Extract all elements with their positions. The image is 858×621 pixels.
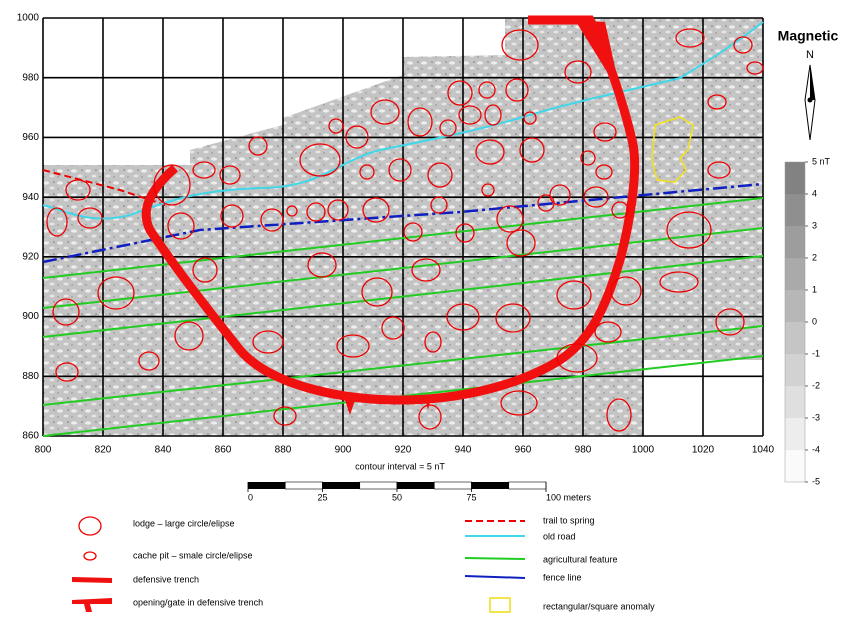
legend-label: fence line [543,572,582,582]
scale-label: 75 [466,492,476,502]
y-tick-label: 860 [22,431,39,442]
x-tick-label: 840 [155,445,172,456]
scale-bar: 0 25 50 75 100 meters [248,482,592,502]
colorbar-label: 1 [812,284,817,294]
legend-symbol [465,558,525,559]
colorbar-band [785,258,805,290]
north-label: N [806,49,814,61]
scale-label: 0 [248,492,253,502]
x-tick-label: 1000 [632,445,655,456]
x-tick-label: 980 [575,445,592,456]
colorbar-band [785,354,805,386]
y-tick-label: 940 [22,192,39,203]
colorbar-label: 5 nT [812,156,831,166]
legend-symbol [84,552,96,560]
scale-label: 100 meters [546,492,592,502]
scale-segment [509,482,546,489]
legend-label: cache pit – smale circle/elipse [133,550,253,560]
colorbar-band [785,450,805,482]
colorbar-label: 2 [812,252,817,262]
colorbar-band [785,162,805,194]
colorbar-band [785,386,805,418]
scale-label: 25 [317,492,327,502]
x-tick-label: 920 [395,445,412,456]
scale-label: 50 [392,492,402,502]
north-arrow [805,65,815,140]
colorbar-label: -1 [812,348,820,358]
y-tick-label: 1000 [17,13,40,24]
colorbar-label: -5 [812,476,820,486]
colorbar-band [785,290,805,322]
legend-label: defensive trench [133,574,199,584]
scale-segment [472,482,509,489]
survey-map: Magnetic N 5 nT 4 3 2 1 0 -1 -2 -3 -4 -5 contour i… [0,0,858,616]
x-tick-label: 900 [335,445,352,456]
x-tick-label: 880 [275,445,292,456]
x-tick-label: 860 [215,445,232,456]
legend-label: opening/gate in defensive trench [133,597,263,607]
colorbar-band [785,418,805,450]
y-tick-label: 880 [22,371,39,382]
y-tick-label: 900 [22,311,39,322]
legend-label: old road [543,531,576,541]
colorbar-label: 4 [812,188,817,198]
x-tick-label: 1020 [692,445,715,456]
legend: lodge – large circle/elipse cache pit – s… [72,515,655,612]
colorbar-label: 0 [812,316,817,326]
legend-symbol [490,598,510,612]
colorbar-label: -4 [812,444,820,454]
y-tick-label: 920 [22,251,39,262]
contour-note: contour interval = 5 nT [355,461,445,471]
x-tick-label: 820 [95,445,112,456]
scale-segment [323,482,360,489]
x-tick-label: 960 [515,445,532,456]
legend-symbol [72,598,112,612]
scale-segment [360,482,397,489]
scale-segment [285,482,322,489]
legend-label: lodge – large circle/elipse [133,518,235,528]
scale-segment [248,482,285,489]
x-tick-label: 1040 [752,445,775,456]
map-title: Magnetic [778,28,839,44]
legend-label: rectangular/square anomaly [543,601,655,611]
y-tick-label: 980 [22,72,39,83]
scale-segment [434,482,471,489]
colorbar-band [785,226,805,258]
x-tick-label: 800 [35,445,52,456]
colorbar-band [785,322,805,354]
scale-segment [397,482,434,489]
x-tick-label: 940 [455,445,472,456]
colorbar-label: -2 [812,380,820,390]
y-tick-label: 960 [22,132,39,143]
legend-symbol [79,517,101,535]
colorbar-band [785,194,805,226]
legend-symbol [465,576,525,578]
colorbar-label: -3 [812,412,820,422]
legend-symbol [72,577,112,583]
legend-label: trail to spring [543,515,595,525]
colorbar-label: 3 [812,220,817,230]
colorbar: 5 nT 4 3 2 1 0 -1 -2 -3 -4 -5 [785,156,831,486]
legend-label: agricultural feature [543,554,618,564]
